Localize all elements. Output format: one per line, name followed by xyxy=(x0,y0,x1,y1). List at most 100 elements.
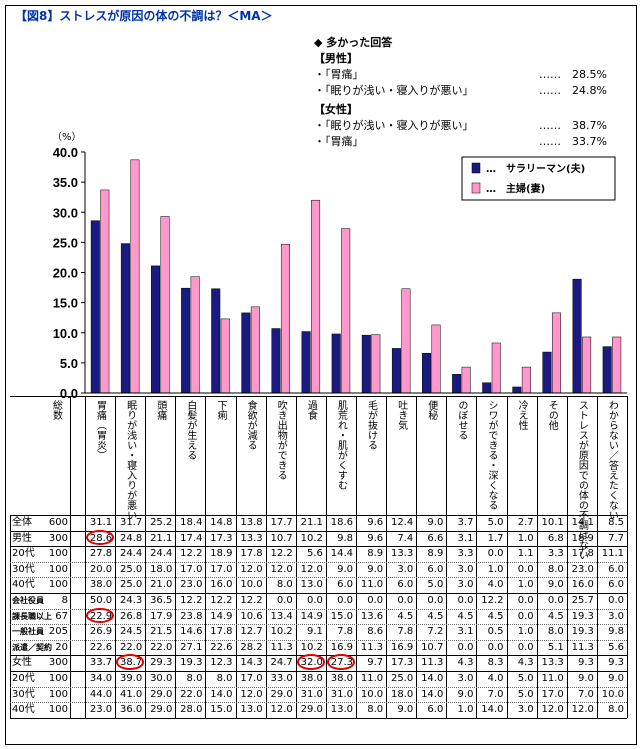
table-cell: 33.7 xyxy=(89,657,113,669)
table-cell: 38.0 xyxy=(89,579,113,591)
y-tick-label: 25.0 xyxy=(53,235,78,250)
row-n: 67 xyxy=(55,610,68,622)
bar-husband xyxy=(482,382,492,394)
bar-wife xyxy=(220,318,230,394)
table-cell: 5.0 xyxy=(517,688,534,700)
table-cell: 18.0 xyxy=(390,688,414,700)
table-row-line xyxy=(10,546,627,548)
table-cell: 28.0 xyxy=(180,704,203,716)
table-cell: 17.0 xyxy=(210,563,233,575)
table-cell: 6.0 xyxy=(337,579,353,591)
table-cell: 4.5 xyxy=(427,610,444,622)
column-header-category: 過食 xyxy=(305,400,317,420)
table-cell: 15.0 xyxy=(330,610,353,622)
table-row: 30代 100 20.0 25.0 18.0 17.0 17.0 12.0 12.0 12.0 9.… xyxy=(10,562,627,578)
table-cell: 14.4 xyxy=(330,548,353,560)
table-cell: 13.8 xyxy=(240,517,263,528)
table-cell: 3.1 xyxy=(457,626,474,638)
table-cell: 0.0 xyxy=(276,595,293,606)
table-cell: 12.0 xyxy=(541,704,564,716)
table-cell: 0.0 xyxy=(517,641,534,653)
table-cell: 4.5 xyxy=(547,610,564,622)
table-row-line xyxy=(10,639,627,641)
table-cell: 10.0 xyxy=(601,688,624,700)
table-row-line xyxy=(10,530,627,532)
table-cell: 6.0 xyxy=(427,563,444,575)
table-cell: 1.1 xyxy=(517,548,534,560)
table-gridline xyxy=(10,515,11,718)
bar-husband xyxy=(211,288,221,394)
table-cell: 0.0 xyxy=(517,595,534,606)
table-cell: 21.5 xyxy=(150,626,173,638)
table-gridline xyxy=(386,396,388,718)
table-cell: 0.0 xyxy=(487,548,504,560)
y-tick-label: 30.0 xyxy=(53,205,78,220)
table-row: 20代 100 34.0 39.0 30.0 8.0 8.0 17.0 33.0 38.0 38.0… xyxy=(10,671,627,687)
callout-male-item-label: ・「眠りが浅い・寝入りが悪い」 xyxy=(314,84,474,97)
table-gridline xyxy=(536,396,538,718)
row-label: 40代 xyxy=(12,579,35,591)
figure-title: 【図8】ストレスが原因の体の不調は？＜MA＞ xyxy=(15,9,273,23)
table-cell: 2.7 xyxy=(517,517,534,528)
bar-husband xyxy=(391,348,401,394)
table-cell: 5.6 xyxy=(608,641,624,653)
table-cell: 5.0 xyxy=(427,579,444,591)
table-cell: 9.0 xyxy=(397,704,414,716)
bar-wife xyxy=(250,306,260,394)
table-cell: 24.4 xyxy=(119,548,143,560)
row-n: 100 xyxy=(48,579,68,591)
bar-wife xyxy=(551,312,561,394)
table-cell: 27.1 xyxy=(180,641,203,653)
table-cell: 9.6 xyxy=(367,517,384,528)
table-cell: 9.3 xyxy=(608,657,624,669)
bar-wife xyxy=(190,276,200,394)
table-cell: 33.0 xyxy=(270,673,293,684)
table-bottom-line xyxy=(10,717,627,719)
table-cell: 4.5 xyxy=(457,610,474,622)
table-cell: 18.9 xyxy=(210,548,233,560)
table-gridline xyxy=(115,396,117,718)
row-label: 男性 xyxy=(12,532,32,544)
table-cell: 41.0 xyxy=(119,688,143,700)
table-cell: 6.8 xyxy=(547,532,564,544)
table-cell: 8.9 xyxy=(427,548,444,560)
table-cell: 19.3 xyxy=(180,657,203,669)
table-cell: 3.7 xyxy=(457,517,474,528)
table-cell: 1.0 xyxy=(517,626,534,638)
callout-female-item-label: ・「眠りが浅い・寝入りが悪い」 xyxy=(314,119,474,132)
table-cell: 5.1 xyxy=(547,641,564,653)
table-cell: 14.3 xyxy=(240,657,263,669)
table-cell: 23.8 xyxy=(180,610,203,622)
table-cell: 26.8 xyxy=(119,610,143,622)
table-cell: 17.3 xyxy=(390,657,414,669)
table-header-cell: 食欲が減る xyxy=(236,400,266,511)
table-cell: 11.0 xyxy=(360,673,384,684)
table-header-cell: シワができる・深くなる xyxy=(476,400,506,511)
table-cell: 31.0 xyxy=(300,688,323,700)
callout-female-item-value: 38.7% xyxy=(572,119,607,132)
table-header-cell: その他 xyxy=(537,400,567,511)
table-cell: 0.0 xyxy=(608,595,624,606)
row-n: 100 xyxy=(48,704,68,716)
table-header-cell: 便秘 xyxy=(416,400,446,511)
table-cell: 17.8 xyxy=(571,548,594,560)
table-row-line xyxy=(10,624,627,626)
table-cell: 8.0 xyxy=(276,579,293,591)
table-cell: 12.0 xyxy=(240,563,263,575)
table-cell: 18.0 xyxy=(150,563,173,575)
table-row: 会社役員 8 50.0 24.3 36.5 12.2 12.2 12.2 0.0 0.0 0.0 0.… xyxy=(10,593,627,609)
table-cell: 17.3 xyxy=(210,532,233,544)
table-header-cell: わからない／答えたくない xyxy=(597,400,627,520)
callout-male-item-value: 24.8% xyxy=(572,84,607,97)
y-tick-label: 10.0 xyxy=(53,326,78,341)
table-cell: 18.9 xyxy=(571,532,594,544)
table-gridline xyxy=(325,396,327,718)
table-row: 全体 600 31.1 31.7 25.2 18.4 14.8 13.8 17.7 21.1 18.… xyxy=(10,515,627,531)
table-cell: 9.0 xyxy=(608,673,624,684)
table-cell: 13.0 xyxy=(330,704,353,716)
table-cell: 19.3 xyxy=(571,610,594,622)
table-cell: 24.8 xyxy=(119,532,143,544)
table-cell: 5.0 xyxy=(487,517,504,528)
table-cell: 24.5 xyxy=(119,626,143,638)
